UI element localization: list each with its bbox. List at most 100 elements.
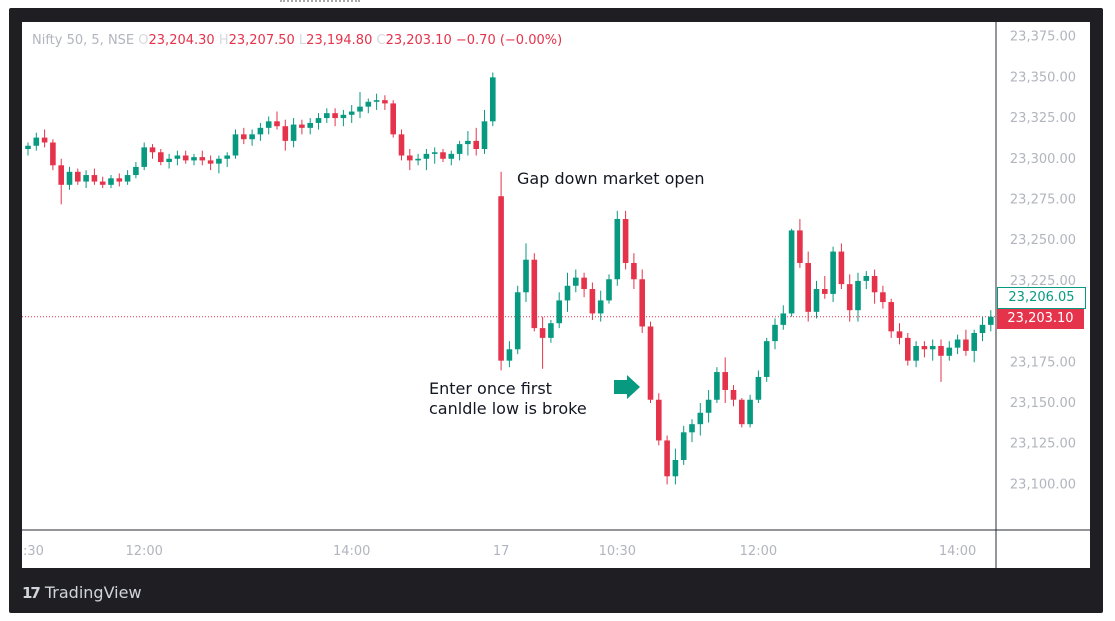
low-value: 23,194.80 xyxy=(306,33,373,48)
x-tick-label: 12:00 xyxy=(740,544,777,559)
candle-body xyxy=(490,77,496,122)
candle-body xyxy=(348,111,355,115)
candle-body xyxy=(905,337,911,361)
gap-down-annotation: Gap down market open xyxy=(517,169,705,188)
candle-body xyxy=(390,103,396,135)
candle-body xyxy=(91,175,98,182)
candle-body xyxy=(871,276,878,293)
candle-body xyxy=(954,339,961,348)
candle-body xyxy=(589,289,596,314)
chart-area[interactable] xyxy=(22,22,1090,568)
close-value: 23,203.10 xyxy=(385,33,452,48)
candle-body xyxy=(133,166,139,176)
candle-body xyxy=(382,100,388,104)
y-tick-label: 23,175.00 xyxy=(1010,355,1076,370)
candle-body xyxy=(755,376,762,400)
candle-body xyxy=(191,157,197,161)
y-tick-label: 23,325.00 xyxy=(1010,111,1076,126)
candle-body xyxy=(25,145,31,149)
candle-body xyxy=(224,155,230,159)
candle-body xyxy=(689,424,695,433)
y-tick-label: 23,275.00 xyxy=(1010,192,1076,207)
candle-body xyxy=(863,276,870,281)
candle-body xyxy=(556,300,562,324)
y-tick-label: 23,375.00 xyxy=(1010,30,1076,45)
open-value: 23,204.30 xyxy=(148,33,215,48)
tradingview-brand[interactable]: 17 TradingView xyxy=(22,583,142,602)
candle-body xyxy=(340,114,347,119)
candle-body xyxy=(58,165,64,185)
candle-body xyxy=(963,339,969,351)
candle-body xyxy=(523,259,529,293)
candle-body xyxy=(241,134,247,140)
y-tick-label: 23,225.00 xyxy=(1010,274,1076,289)
candle-body xyxy=(697,412,704,425)
candle-body xyxy=(946,347,953,356)
candle-body xyxy=(896,331,903,338)
candle-body xyxy=(141,147,147,167)
candle-body xyxy=(274,121,280,127)
candle-body xyxy=(99,181,106,185)
ohlc-legend: Nifty 50, 5, NSE O23,204.30 H23,207.50 L… xyxy=(32,33,562,48)
candle-body xyxy=(365,101,372,107)
candle-body xyxy=(448,153,455,159)
symbol-label: Nifty 50, 5, NSE xyxy=(32,33,135,48)
candle-body xyxy=(714,372,720,400)
candle-body xyxy=(265,121,272,128)
candle-body xyxy=(846,284,853,311)
candle-body xyxy=(415,158,421,161)
candle-body xyxy=(564,285,571,301)
candle-body xyxy=(108,178,114,185)
low-label: L xyxy=(298,33,307,48)
y-tick-label: 23,150.00 xyxy=(1010,396,1076,411)
candle-body xyxy=(158,152,164,163)
candle-body xyxy=(788,230,795,314)
candle-body xyxy=(299,124,305,128)
y-tick-label: 23,300.00 xyxy=(1010,152,1076,167)
candle-body xyxy=(149,147,156,153)
candle-body xyxy=(182,155,189,161)
candle-body xyxy=(216,158,222,164)
candle-body xyxy=(656,399,662,441)
candle-body xyxy=(539,328,546,338)
candle-body xyxy=(456,144,463,154)
candle-body xyxy=(979,324,986,333)
open-label: O xyxy=(138,33,149,48)
candle-body xyxy=(373,100,380,102)
candle-body xyxy=(498,196,504,361)
candle-body xyxy=(174,155,181,159)
x-tick-label: :30 xyxy=(23,544,44,559)
candle-body xyxy=(606,279,612,301)
candle-body xyxy=(780,313,787,325)
candle-body xyxy=(423,153,430,159)
y-tick-label: 23,125.00 xyxy=(1010,437,1076,452)
candle-body xyxy=(597,300,604,314)
candle-body xyxy=(66,171,73,185)
candle-body xyxy=(33,137,40,146)
close-label: C xyxy=(376,33,386,48)
candle-body xyxy=(465,140,471,145)
candle-body xyxy=(41,137,48,143)
price-tag-last: 23,203.10 xyxy=(997,309,1084,329)
candle-body xyxy=(124,175,131,182)
candle-body xyxy=(921,346,928,350)
change-value: −0.70 (−0.00%) xyxy=(455,33,563,48)
candle-body xyxy=(813,289,820,312)
candle-body xyxy=(797,230,803,263)
x-tick-label: 10:30 xyxy=(599,544,636,559)
candle-body xyxy=(514,292,521,350)
candle-body xyxy=(739,399,745,425)
y-tick-label: 23,250.00 xyxy=(1010,233,1076,248)
candle-body xyxy=(282,126,289,141)
candle-body xyxy=(747,399,753,425)
candle-body xyxy=(473,140,479,149)
y-tick-label: 23,100.00 xyxy=(1010,477,1076,492)
brand-name: TradingView xyxy=(44,583,142,602)
x-tick-label: 14:00 xyxy=(333,544,370,559)
top-dotted-marker xyxy=(280,0,360,4)
x-tick-label: 17 xyxy=(493,544,510,559)
candle-body xyxy=(772,324,778,342)
candle-body xyxy=(207,160,214,164)
candle-body xyxy=(315,118,322,123)
